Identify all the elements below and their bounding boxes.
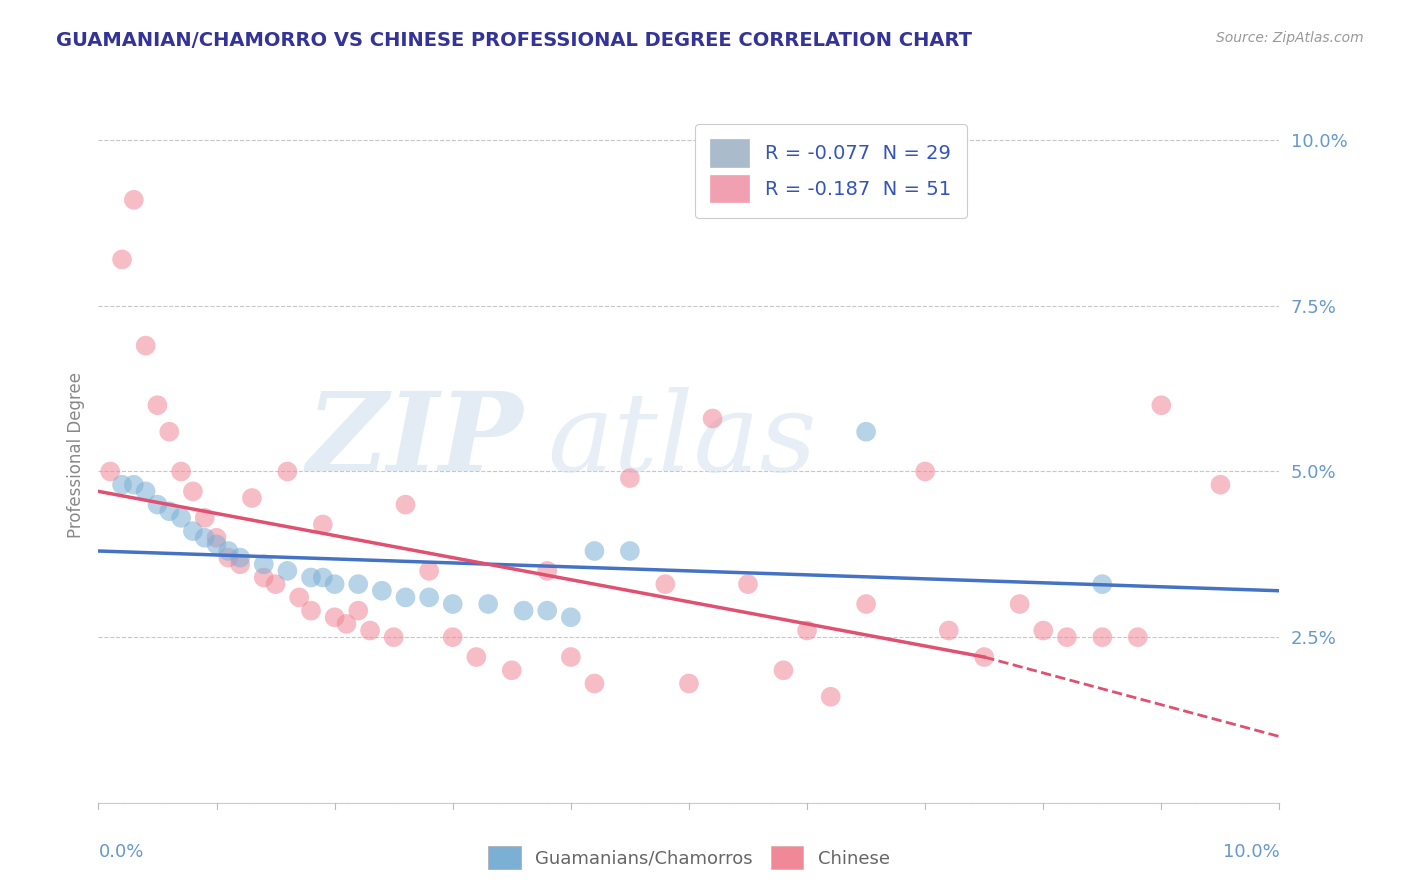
Point xyxy=(678,676,700,690)
Point xyxy=(194,531,217,545)
Point xyxy=(253,570,276,584)
Point xyxy=(702,411,724,425)
Point xyxy=(170,511,193,525)
Point xyxy=(501,663,523,677)
Point xyxy=(560,610,582,624)
Point xyxy=(335,616,357,631)
Point xyxy=(394,498,416,512)
Point xyxy=(1209,477,1232,491)
Point xyxy=(217,550,239,565)
Point xyxy=(855,425,877,439)
Point xyxy=(111,477,134,491)
Point xyxy=(583,676,606,690)
Point xyxy=(619,471,641,485)
Point xyxy=(264,577,287,591)
Point xyxy=(276,465,298,479)
Point xyxy=(312,517,335,532)
Point xyxy=(135,338,157,352)
Point xyxy=(382,630,405,644)
Point xyxy=(111,252,134,267)
Text: 10.0%: 10.0% xyxy=(1223,843,1279,861)
Text: GUAMANIAN/CHAMORRO VS CHINESE PROFESSIONAL DEGREE CORRELATION CHART: GUAMANIAN/CHAMORRO VS CHINESE PROFESSION… xyxy=(56,31,972,50)
Point xyxy=(157,504,180,518)
Point xyxy=(938,624,960,638)
Point xyxy=(1150,398,1173,412)
Point xyxy=(477,597,499,611)
Point xyxy=(1056,630,1078,644)
Point xyxy=(359,624,381,638)
Point xyxy=(205,537,228,551)
Point xyxy=(737,577,759,591)
Point xyxy=(583,544,606,558)
Point xyxy=(560,650,582,665)
Point xyxy=(1008,597,1031,611)
Legend: R = -0.077  N = 29, R = -0.187  N = 51: R = -0.077 N = 29, R = -0.187 N = 51 xyxy=(695,124,966,218)
Text: ZIP: ZIP xyxy=(307,387,523,495)
Point xyxy=(181,484,204,499)
Point xyxy=(1091,630,1114,644)
Y-axis label: Professional Degree: Professional Degree xyxy=(66,372,84,538)
Point xyxy=(796,624,818,638)
Point xyxy=(323,577,346,591)
Point xyxy=(654,577,676,591)
Point xyxy=(1091,577,1114,591)
Point xyxy=(536,564,558,578)
Legend: Guamanians/Chamorros, Chinese: Guamanians/Chamorros, Chinese xyxy=(479,838,898,879)
Point xyxy=(157,425,180,439)
Point xyxy=(312,570,335,584)
Point xyxy=(973,650,995,665)
Point xyxy=(229,550,252,565)
Point xyxy=(205,531,228,545)
Point xyxy=(323,610,346,624)
Point xyxy=(536,604,558,618)
Point xyxy=(347,577,370,591)
Point xyxy=(146,498,169,512)
Point xyxy=(229,558,252,572)
Point xyxy=(914,465,936,479)
Point xyxy=(347,604,370,618)
Point xyxy=(441,630,464,644)
Point xyxy=(772,663,794,677)
Point xyxy=(619,544,641,558)
Point xyxy=(441,597,464,611)
Point xyxy=(194,511,217,525)
Point xyxy=(820,690,842,704)
Point xyxy=(146,398,169,412)
Point xyxy=(855,597,877,611)
Point xyxy=(253,558,276,572)
Point xyxy=(98,465,121,479)
Point xyxy=(299,604,322,618)
Point xyxy=(217,544,239,558)
Point xyxy=(1126,630,1149,644)
Point xyxy=(418,591,440,605)
Point xyxy=(170,465,193,479)
Text: 0.0%: 0.0% xyxy=(98,843,143,861)
Point xyxy=(122,193,145,207)
Point xyxy=(299,570,322,584)
Point xyxy=(1032,624,1054,638)
Point xyxy=(240,491,263,505)
Point xyxy=(394,591,416,605)
Text: atlas: atlas xyxy=(547,387,817,495)
Point xyxy=(122,477,145,491)
Point xyxy=(276,564,298,578)
Point xyxy=(135,484,157,499)
Point xyxy=(288,591,311,605)
Point xyxy=(181,524,204,538)
Text: Source: ZipAtlas.com: Source: ZipAtlas.com xyxy=(1216,31,1364,45)
Point xyxy=(465,650,488,665)
Point xyxy=(512,604,534,618)
Point xyxy=(371,583,394,598)
Point xyxy=(418,564,440,578)
